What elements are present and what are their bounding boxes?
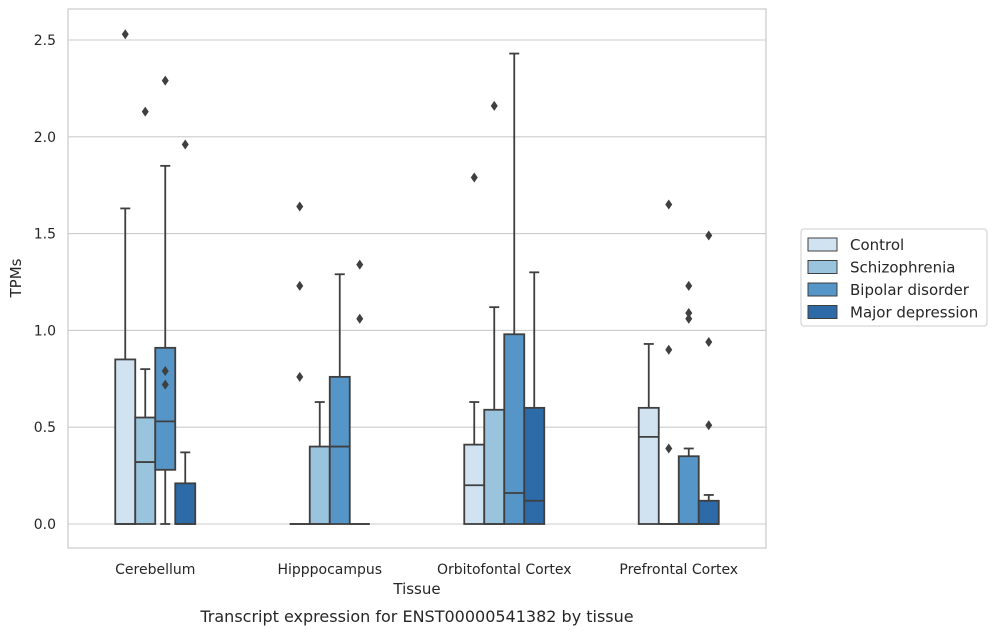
box-major-depression-3: [697, 230, 720, 525]
y-tick-label: 0.5: [34, 420, 56, 436]
x-tick-label: Prefrontal Cortex: [619, 562, 738, 578]
legend-swatch: [807, 305, 838, 319]
plot-frame: [67, 8, 767, 549]
y-tick-label: 0.0: [34, 517, 56, 533]
x-tick-label: Cerebellum: [115, 562, 195, 578]
outlier-point: [121, 29, 129, 40]
box-major-depression-0: [174, 139, 197, 525]
outlier-point: [181, 139, 189, 150]
box-iqr: [114, 358, 137, 525]
box-iqr: [637, 406, 660, 525]
outlier-point: [141, 106, 149, 117]
legend-swatch: [807, 237, 838, 252]
box-iqr: [503, 333, 526, 525]
box-schizophrenia-0: [134, 106, 157, 525]
outlier-point: [685, 307, 693, 318]
legend-label: Control: [850, 236, 904, 254]
box-series: [114, 29, 720, 525]
box-schizophrenia-2: [483, 100, 506, 525]
outlier-point: [296, 280, 304, 291]
box-iqr: [463, 443, 486, 525]
legend-item: Bipolar disorder: [807, 281, 970, 299]
outlier-point: [665, 344, 673, 355]
box-bipolar-disorder-2: [503, 52, 526, 525]
box-schizophrenia-1: [308, 401, 331, 525]
legend-item: Control: [807, 236, 904, 254]
outlier-point: [665, 199, 673, 210]
outlier-point: [470, 172, 478, 183]
outlier-point: [161, 366, 169, 377]
box-control-2: [463, 172, 486, 525]
outlier-point: [296, 371, 304, 382]
box-bipolar-disorder-0: [154, 75, 177, 525]
outlier-point: [665, 443, 673, 454]
box-iqr: [483, 408, 506, 525]
legend: Control Schizophrenia Bipolar disorder Majo…: [800, 228, 988, 327]
legend-label: Bipolar disorder: [850, 281, 970, 299]
box-iqr: [134, 416, 157, 525]
legend-item: Schizophrenia: [807, 259, 955, 277]
outlier-point: [705, 337, 713, 348]
x-axis-ticks: Cerebellum Hipppocampus Orbitofontal Corte…: [115, 562, 738, 578]
box-major-depression-2: [523, 271, 546, 525]
box-iqr: [523, 406, 546, 525]
outlier-point: [356, 259, 364, 270]
outlier-point: [296, 201, 304, 212]
y-tick-label: 2.0: [34, 130, 56, 146]
box-iqr: [308, 445, 331, 525]
outlier-point: [685, 313, 693, 324]
y-axis-label: TPMs: [7, 258, 25, 298]
chart-caption: Transcript expression for ENST0000054138…: [199, 607, 633, 626]
x-tick-label: Orbitofontal Cortex: [437, 562, 572, 578]
outlier-point: [356, 313, 364, 324]
box-bipolar-disorder-1: [328, 273, 351, 525]
legend-swatch: [807, 260, 838, 274]
box-iqr: [697, 499, 720, 525]
box-control-3: [637, 343, 660, 525]
box-iqr: [677, 455, 700, 525]
box-major-depression-1: [349, 259, 370, 525]
y-axis-ticks: 0.0 0.5 1.0 1.5 2.0 2.5: [34, 33, 56, 533]
outlier-point: [705, 230, 713, 241]
box-control-1: [289, 201, 310, 525]
x-axis-label: Tissue: [392, 580, 440, 598]
legend-label: Schizophrenia: [850, 259, 955, 277]
legend-item: Major depression: [807, 304, 978, 322]
outlier-point: [685, 280, 693, 291]
box-iqr: [174, 482, 197, 525]
box-control-0: [114, 29, 137, 525]
box-bipolar-disorder-3: [677, 280, 700, 525]
legend-label: Major depression: [850, 304, 978, 322]
outlier-point: [161, 75, 169, 86]
outlier-point: [161, 379, 169, 390]
legend-frame: [800, 228, 988, 327]
box-schizophrenia-3: [658, 199, 679, 525]
y-tick-label: 1.0: [34, 323, 56, 339]
x-tick-label: Hipppocampus: [277, 562, 382, 578]
box-iqr: [154, 346, 177, 471]
outlier-point: [490, 100, 498, 111]
y-tick-label: 2.5: [34, 33, 56, 49]
legend-swatch: [807, 282, 838, 297]
box-iqr: [328, 375, 351, 525]
y-tick-label: 1.5: [34, 227, 56, 243]
outlier-point: [705, 420, 713, 431]
